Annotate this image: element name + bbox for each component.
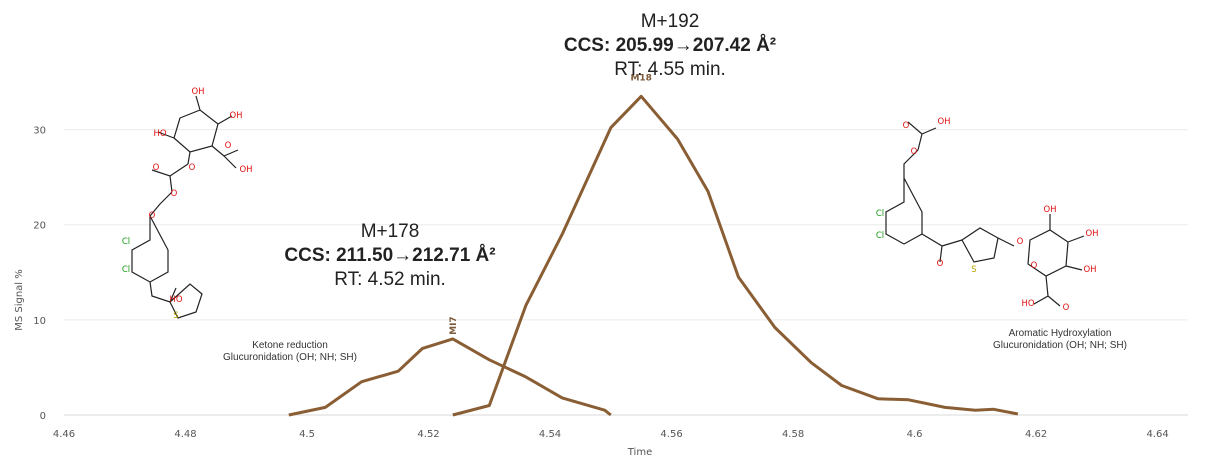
- structure-atom-label: Cl: [876, 231, 884, 241]
- left-transformation-label: Ketone reduction Glucuronidation (OH; NH…: [180, 340, 400, 364]
- top-rt-label: RT: 4.55 min.: [614, 59, 726, 80]
- structure-atom-label: O: [225, 141, 232, 151]
- structure-atom-label: Cl: [122, 237, 130, 247]
- x-tick-label: 4.62: [1025, 429, 1047, 440]
- series-line-m18: [452, 94, 1019, 417]
- right-transformation-label: Aromatic Hydroxylation Glucuronidation (…: [950, 328, 1170, 352]
- structure-atom-label: O: [903, 121, 910, 131]
- structure-atom-label: O: [1063, 303, 1070, 313]
- structure-atom-label: Cl: [122, 265, 130, 275]
- y-tick-label: 20: [33, 221, 46, 232]
- structure-atom-label: O: [937, 259, 944, 269]
- y-tick-label: 30: [33, 126, 46, 137]
- structure-atom-label: S: [971, 265, 976, 275]
- structure-atom-label: HO: [153, 129, 166, 139]
- structure-atom-label: OH: [937, 117, 950, 127]
- y-tick-label: 10: [33, 316, 46, 327]
- x-tick-label: 4.58: [782, 429, 804, 440]
- peak-label-m18: M18: [630, 73, 651, 83]
- x-tick-label: 4.54: [539, 429, 561, 440]
- x-tick-label: 4.56: [660, 429, 682, 440]
- x-tick-label: 4.64: [1146, 429, 1168, 440]
- x-tick-label: 4.5: [299, 429, 315, 440]
- structure-atom-label: OH: [191, 87, 204, 97]
- right-transformation-line1: Aromatic Hydroxylation: [1008, 328, 1112, 339]
- structure-atom-label: OH: [1085, 229, 1098, 239]
- y-tick-label: 0: [40, 411, 46, 422]
- x-tick-label: 4.48: [174, 429, 196, 440]
- structure-atom-label: OH: [1083, 265, 1096, 275]
- top-mass-label: M+192: [640, 11, 700, 32]
- structure-atom-label: HO: [169, 295, 182, 305]
- peak-labels: MI7 M18: [449, 73, 652, 335]
- structure-atom-label: HO: [1021, 299, 1034, 309]
- x-tick-label: 4.46: [53, 429, 75, 440]
- peak-label-mi7: MI7: [449, 316, 459, 335]
- structure-atom-label: O: [911, 147, 918, 157]
- structure-atom-label: OH: [229, 111, 242, 121]
- structure-atom-label: O: [1017, 237, 1024, 247]
- structure-atom-label: O: [171, 189, 178, 199]
- structure-atom-label: O: [189, 163, 196, 173]
- structure-atom-label: OH: [239, 165, 252, 175]
- left-transformation-line1: Ketone reduction: [252, 340, 328, 351]
- left-ccs-label: CCS: 211.50→212.71 Å²: [284, 245, 496, 266]
- left-peak-annotation: M+178 CCS: 211.50→212.71 Å² RT: 4.52 min…: [220, 220, 560, 292]
- series-lines: [288, 94, 1019, 417]
- left-mass-label: M+178: [360, 221, 420, 242]
- x-tick-label: 4.52: [417, 429, 439, 440]
- structure-atom-label: O: [149, 211, 156, 221]
- top-ccs-label: CCS: 205.99→207.42 Å²: [563, 35, 777, 56]
- y-axis-label: MS Signal %: [14, 269, 25, 331]
- series-line-mi7: [288, 337, 612, 417]
- x-tick-label: 4.6: [907, 429, 923, 440]
- top-peak-annotation: M+192 CCS: 205.99→207.42 Å² RT: 4.55 min…: [480, 10, 860, 82]
- structure-atom-label: Cl: [876, 209, 884, 219]
- x-axis-label: Time: [627, 447, 652, 458]
- structure-atom-label: OH: [1043, 205, 1056, 215]
- structure-atom-label: O: [153, 163, 160, 173]
- structure-atom-label: S: [173, 311, 178, 321]
- y-axis-ticks: 0 10 20 30: [33, 126, 46, 422]
- left-rt-label: RT: 4.52 min.: [334, 269, 446, 290]
- left-transformation-line2: Glucuronidation (OH; NH; SH): [223, 352, 357, 363]
- left-structure-diagram: OH HO OH O OH O O O O Cl Cl HO S: [122, 87, 253, 321]
- structure-atom-label: O: [1031, 261, 1038, 271]
- right-transformation-line2: Glucuronidation (OH; NH; SH): [993, 340, 1127, 351]
- grid-lines: [64, 129, 1188, 416]
- x-axis-ticks: 4.46 4.48 4.5 4.52 4.54 4.56 4.58 4.6 4.62 4.64: [53, 429, 1169, 440]
